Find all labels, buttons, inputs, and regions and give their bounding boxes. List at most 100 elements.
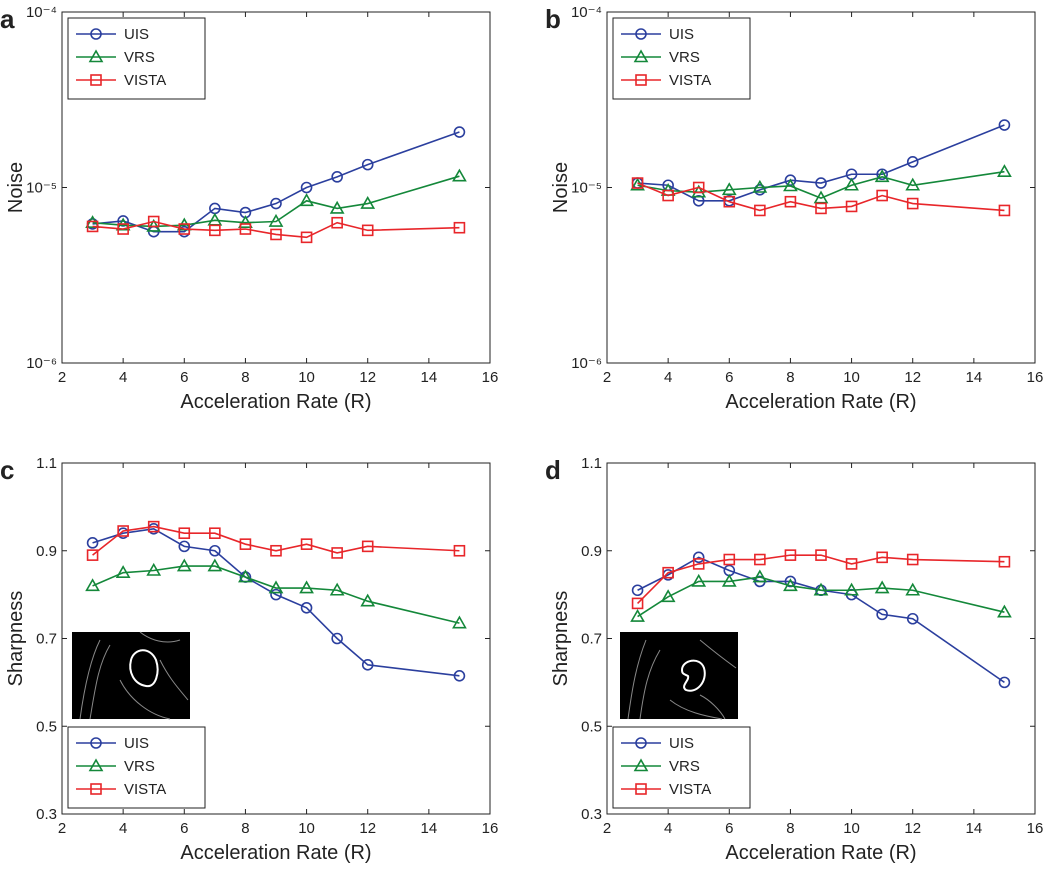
marker bbox=[998, 204, 1011, 217]
marker bbox=[815, 549, 827, 561]
marker bbox=[906, 612, 919, 625]
panel-label: c bbox=[0, 455, 14, 485]
legend-label: VISTA bbox=[124, 781, 166, 798]
marker bbox=[754, 553, 766, 566]
y-tick-label: 10⁻⁴ bbox=[26, 4, 57, 21]
marker bbox=[146, 562, 162, 576]
marker bbox=[754, 204, 766, 217]
legend-label: VRS bbox=[124, 758, 155, 775]
legend-marker bbox=[90, 74, 102, 86]
x-tick-label: 16 bbox=[482, 369, 499, 386]
marker bbox=[691, 184, 707, 198]
marker bbox=[178, 540, 191, 553]
x-tick-label: 12 bbox=[904, 369, 921, 386]
y-tick-label: 0.9 bbox=[581, 543, 602, 560]
marker bbox=[997, 604, 1012, 618]
marker bbox=[268, 580, 284, 594]
marker bbox=[270, 197, 282, 210]
marker bbox=[845, 558, 858, 570]
marker bbox=[207, 558, 223, 572]
marker bbox=[453, 126, 466, 138]
marker bbox=[844, 582, 859, 596]
marker bbox=[147, 215, 160, 228]
legend-label: VRS bbox=[669, 49, 700, 66]
y-tick-label: 1.1 bbox=[36, 455, 57, 472]
marker bbox=[115, 565, 131, 578]
x-tick-label: 4 bbox=[119, 369, 127, 386]
x-tick-label: 12 bbox=[359, 369, 376, 386]
marker bbox=[300, 181, 313, 194]
panel-label: b bbox=[545, 4, 561, 34]
x-tick-label: 14 bbox=[966, 820, 983, 837]
series-line bbox=[637, 554, 1005, 604]
x-tick-label: 6 bbox=[180, 820, 188, 837]
marker bbox=[721, 182, 737, 196]
marker bbox=[905, 177, 921, 191]
marker bbox=[86, 537, 99, 549]
marker bbox=[692, 558, 705, 570]
legend-label: VISTA bbox=[124, 72, 166, 89]
x-tick-label: 8 bbox=[786, 820, 794, 837]
series-line bbox=[92, 175, 460, 228]
marker bbox=[662, 189, 674, 202]
legend-label: VRS bbox=[669, 758, 700, 775]
y-axis-label: Sharpness bbox=[5, 591, 27, 687]
marker bbox=[876, 189, 888, 202]
marker bbox=[360, 195, 376, 209]
series-line bbox=[637, 182, 1005, 212]
marker bbox=[784, 195, 797, 208]
x-tick-label: 8 bbox=[241, 820, 249, 837]
x-axis-label: Acceleration Rate (R) bbox=[725, 391, 916, 413]
y-tick-label: 1.1 bbox=[581, 455, 602, 472]
marker bbox=[813, 582, 829, 596]
marker bbox=[452, 168, 467, 182]
x-axis-label: Acceleration Rate (R) bbox=[725, 842, 916, 864]
x-tick-label: 16 bbox=[1027, 369, 1044, 386]
x-tick-label: 10 bbox=[843, 369, 860, 386]
marker bbox=[998, 676, 1011, 689]
y-tick-label: 0.5 bbox=[581, 718, 602, 735]
x-tick-label: 4 bbox=[664, 820, 672, 837]
marker bbox=[239, 538, 252, 550]
y-axis-label: Noise bbox=[550, 162, 572, 213]
marker bbox=[815, 177, 827, 189]
marker bbox=[299, 193, 314, 207]
marker bbox=[209, 527, 221, 540]
marker bbox=[329, 582, 345, 596]
marker bbox=[176, 558, 192, 572]
marker bbox=[329, 200, 345, 214]
legend-marker bbox=[635, 28, 647, 40]
marker bbox=[691, 573, 707, 587]
marker bbox=[360, 593, 376, 607]
marker bbox=[270, 544, 282, 557]
x-tick-label: 16 bbox=[482, 820, 499, 837]
inset-image bbox=[72, 631, 190, 720]
marker bbox=[662, 566, 674, 579]
marker bbox=[209, 224, 221, 237]
x-tick-label: 10 bbox=[298, 369, 315, 386]
marker bbox=[631, 597, 644, 610]
x-tick-label: 14 bbox=[421, 820, 438, 837]
legend-marker bbox=[90, 28, 102, 40]
legend-label: VRS bbox=[124, 49, 155, 66]
legend-marker bbox=[633, 49, 649, 63]
marker bbox=[86, 549, 99, 561]
marker bbox=[453, 221, 466, 234]
marker bbox=[844, 177, 859, 191]
marker bbox=[631, 584, 644, 597]
marker bbox=[874, 169, 890, 183]
marker bbox=[117, 525, 129, 537]
legend-marker bbox=[88, 49, 104, 63]
series-line bbox=[92, 525, 460, 556]
y-tick-label: 10⁻⁵ bbox=[571, 180, 602, 197]
marker bbox=[331, 632, 343, 645]
legend-label: UIS bbox=[124, 735, 149, 752]
x-tick-label: 8 bbox=[241, 369, 249, 386]
legend-marker bbox=[635, 783, 647, 795]
marker bbox=[86, 220, 99, 233]
marker bbox=[783, 578, 798, 592]
marker bbox=[178, 527, 191, 540]
x-tick-label: 12 bbox=[359, 820, 376, 837]
